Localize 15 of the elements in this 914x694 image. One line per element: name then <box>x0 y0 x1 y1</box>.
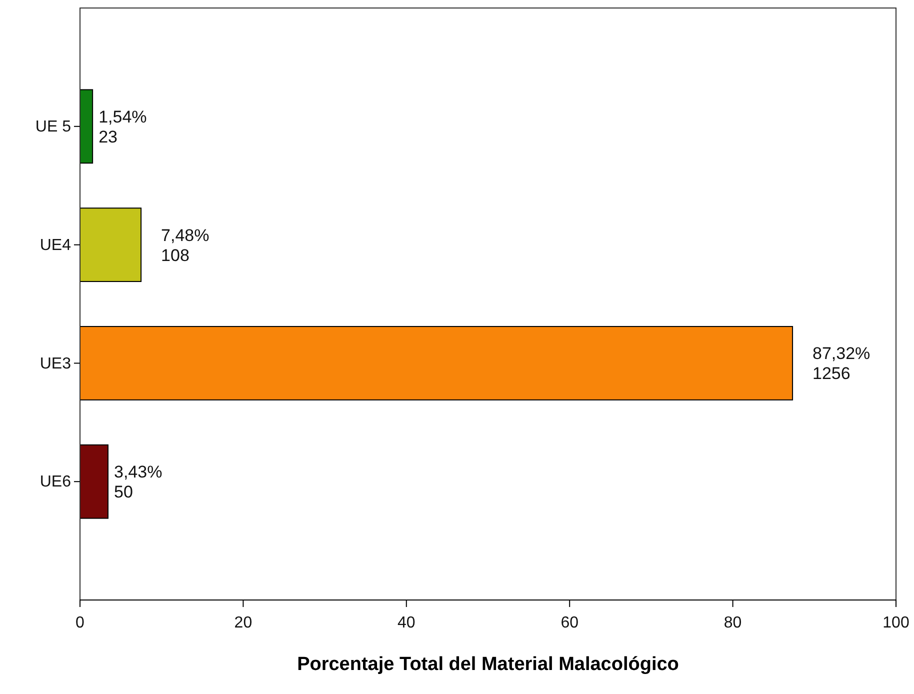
data-label: 7,48% 108 <box>161 226 210 265</box>
y-tick-label: UE 5 <box>35 118 72 136</box>
data-label: 3,43% 50 <box>114 462 162 502</box>
y-tick-label: UE4 <box>40 236 72 254</box>
y-tick-label: UE6 <box>40 474 72 491</box>
x-tick-label: 20 <box>234 614 252 632</box>
data-label: 1,54% 23 <box>98 107 147 146</box>
x-tick-label: 60 <box>560 614 579 632</box>
x-tick-label: 0 <box>76 614 85 632</box>
x-tick-label: 80 <box>724 614 742 632</box>
x-tick-label: 100 <box>882 614 910 632</box>
x-axis-title: Porcentaje Total del Material Malacológico <box>297 654 679 675</box>
data-label: 87,32% 1256 <box>812 344 870 384</box>
y-tick-label: UE3 <box>40 355 72 372</box>
x-tick-label: 40 <box>398 614 416 632</box>
